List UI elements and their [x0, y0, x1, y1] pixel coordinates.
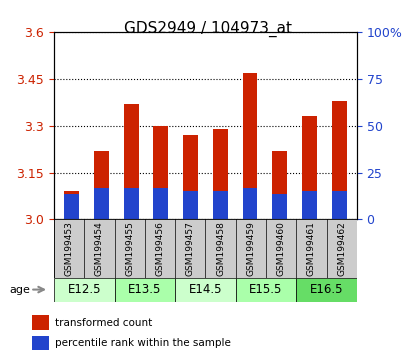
Text: E14.5: E14.5 — [189, 283, 222, 296]
Text: GSM199459: GSM199459 — [247, 221, 255, 276]
Bar — [213, 129, 228, 219]
Bar — [236, 278, 296, 302]
Text: percentile rank within the sample: percentile rank within the sample — [55, 338, 231, 348]
Bar — [154, 188, 168, 219]
Bar — [124, 104, 139, 219]
Bar — [302, 116, 317, 219]
Bar — [332, 101, 347, 219]
Text: E15.5: E15.5 — [249, 283, 283, 296]
Text: GSM199456: GSM199456 — [156, 221, 164, 276]
Bar — [115, 278, 175, 302]
Text: E16.5: E16.5 — [310, 283, 343, 296]
Bar — [32, 336, 49, 350]
Text: E12.5: E12.5 — [68, 283, 101, 296]
Bar — [32, 315, 49, 330]
Text: GSM199457: GSM199457 — [186, 221, 195, 276]
Text: GSM199455: GSM199455 — [125, 221, 134, 276]
Text: GSM199458: GSM199458 — [216, 221, 225, 276]
Bar — [175, 278, 236, 302]
Bar — [272, 194, 287, 219]
Bar — [332, 192, 347, 219]
Bar — [242, 73, 257, 219]
Bar — [154, 126, 168, 219]
Text: GSM199460: GSM199460 — [277, 221, 286, 276]
Bar — [124, 188, 139, 219]
Bar — [272, 151, 287, 219]
Bar — [242, 188, 257, 219]
Text: E13.5: E13.5 — [128, 283, 161, 296]
Text: GDS2949 / 104973_at: GDS2949 / 104973_at — [124, 21, 291, 38]
Bar — [302, 192, 317, 219]
Text: GSM199462: GSM199462 — [337, 221, 346, 276]
Bar — [94, 151, 109, 219]
Bar — [64, 194, 79, 219]
Bar — [183, 135, 198, 219]
Text: GSM199454: GSM199454 — [95, 221, 104, 276]
Text: GSM199461: GSM199461 — [307, 221, 316, 276]
Text: transformed count: transformed count — [55, 318, 152, 328]
Bar — [213, 192, 228, 219]
Bar — [183, 192, 198, 219]
Bar — [54, 278, 115, 302]
Bar — [64, 192, 79, 219]
Bar — [94, 188, 109, 219]
Text: age: age — [9, 285, 30, 295]
Text: GSM199453: GSM199453 — [65, 221, 73, 276]
Bar — [296, 278, 357, 302]
